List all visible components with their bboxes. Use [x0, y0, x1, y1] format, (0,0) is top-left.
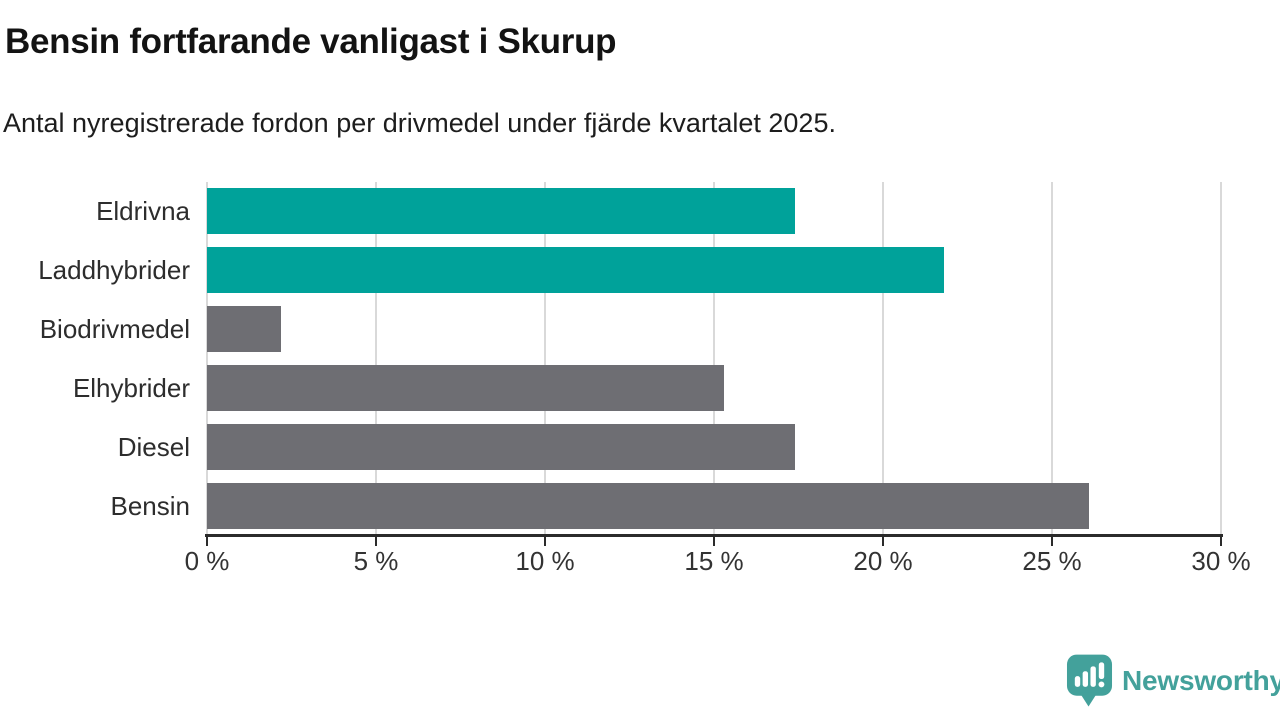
category-label-bensin: Bensin — [110, 490, 191, 521]
axis-tick — [1051, 537, 1053, 546]
axis-tick-label: 20 % — [853, 546, 913, 576]
axis-tick — [375, 537, 377, 546]
chart-title: Bensin fortfarande vanligast i Skurup — [5, 22, 617, 61]
axis-tick — [206, 537, 208, 546]
axis-tick-label: 25 % — [1022, 546, 1082, 576]
category-label-biodrivmedel: Biodrivmedel — [39, 314, 190, 345]
bar-elhybrider — [207, 364, 725, 411]
bar-bensin — [207, 482, 1090, 529]
gridline — [375, 182, 377, 535]
axis-tick — [1220, 537, 1222, 546]
axis-tick-label: 5 % — [353, 546, 399, 576]
chart-subtitle: Antal nyregistrerade fordon per drivmede… — [3, 108, 836, 138]
newsworthy-logo-text: Newsworthy — [1122, 665, 1280, 696]
gridline — [544, 182, 546, 535]
category-label-laddhybrider: Laddhybrider — [38, 255, 190, 286]
axis-tick-label: 15 % — [684, 546, 744, 576]
category-label-diesel: Diesel — [117, 431, 190, 462]
gridline — [713, 182, 715, 535]
bar-eldrivna — [207, 188, 796, 235]
gridline — [206, 182, 208, 535]
axis-tick-label: 10 % — [515, 546, 575, 576]
gridline — [1051, 182, 1053, 535]
axis-tick-label: 30 % — [1191, 546, 1251, 576]
category-label-eldrivna: Eldrivna — [96, 196, 190, 227]
axis-tick — [882, 537, 884, 546]
axis-tick — [544, 537, 546, 546]
x-axis-line — [205, 534, 1223, 537]
bar-diesel — [207, 423, 796, 470]
newsworthy-logo-icon — [1066, 654, 1113, 707]
gridline — [882, 182, 884, 535]
gridline — [1220, 182, 1222, 535]
axis-tick-label: 0 % — [184, 546, 230, 576]
newsworthy-logo: Newsworthy — [1066, 652, 1280, 710]
bar-laddhybrider — [207, 247, 944, 294]
bar-biodrivmedel — [207, 306, 282, 353]
axis-tick — [713, 537, 715, 546]
category-label-elhybrider: Elhybrider — [72, 372, 190, 403]
